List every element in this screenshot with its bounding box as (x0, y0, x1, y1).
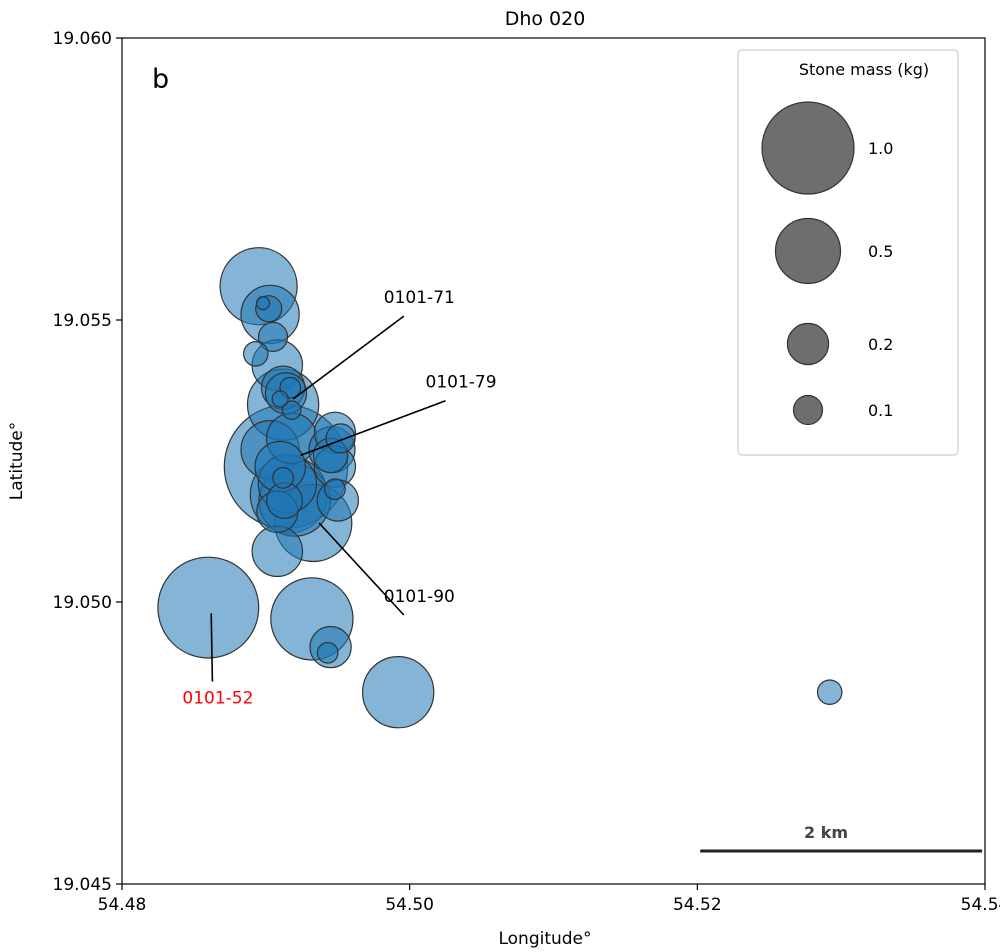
stone-point (316, 641, 339, 664)
annotation-label: 0101-52 (182, 689, 253, 709)
x-axis-title: Longitude° (498, 929, 591, 949)
y-axis-ticks: 19.045 19.050 19.055 19.060 (53, 29, 122, 895)
y-tick-label: 19.050 (53, 593, 112, 613)
stone-point (243, 340, 269, 367)
stone-point (325, 423, 356, 454)
legend-label: 0.1 (868, 401, 893, 420)
chart-title: Dho 020 (505, 8, 586, 30)
annotation-leader-line (292, 315, 405, 400)
y-tick-label: 19.045 (53, 875, 112, 895)
legend-marker (774, 217, 842, 285)
y-tick-label: 19.055 (53, 311, 112, 331)
annotation-label: 0101-71 (384, 288, 455, 308)
stone-point (281, 400, 302, 420)
x-tick-label: 54.52 (673, 895, 722, 915)
legend-marker (786, 322, 830, 366)
stone-point (272, 467, 295, 489)
stone-point (251, 525, 304, 578)
legend-marker (761, 101, 855, 195)
x-axis-ticks: 54.48 54.50 54.52 54.54 (98, 884, 1000, 915)
stone-point (362, 656, 435, 729)
stone-point (157, 556, 260, 659)
y-tick-label: 19.060 (53, 29, 112, 49)
x-tick-label: 54.48 (98, 895, 147, 915)
stone-points-layer (157, 247, 843, 729)
annotation-label: 0101-90 (384, 587, 455, 607)
legend: Stone mass (kg) 1.0 0.5 0.2 0.1 (737, 49, 959, 456)
plot-frame (121, 37, 986, 885)
scale-bar-label: 2 km (804, 823, 848, 842)
legend-label: 0.5 (868, 242, 893, 261)
legend-label: 0.2 (868, 335, 893, 354)
stone-point (255, 296, 271, 311)
annotation-leader-line (300, 399, 446, 457)
stone-point (816, 679, 843, 705)
legend-title: Stone mass (kg) (799, 60, 929, 79)
annotation-leader-line (210, 613, 214, 682)
stone-point (257, 321, 289, 352)
stone-point (324, 478, 346, 501)
scale-bar: 2 km (700, 823, 983, 853)
annotations-layer: 0101-71 0101-79 0101-90 0101-52 (182, 288, 496, 708)
y-axis-title: Latitude° (7, 422, 27, 500)
legend-label: 1.0 (868, 139, 893, 158)
panel-label: b (152, 64, 169, 95)
legend-box (737, 49, 959, 456)
x-tick-label: 54.50 (385, 895, 434, 915)
stone-point (271, 390, 289, 408)
annotation-leader-line (318, 522, 405, 616)
legend-entries: 1.0 0.5 0.2 0.1 (761, 101, 893, 426)
annotation-label: 0101-79 (426, 373, 497, 393)
x-tick-label: 54.54 (961, 895, 1000, 915)
legend-marker (792, 394, 824, 426)
